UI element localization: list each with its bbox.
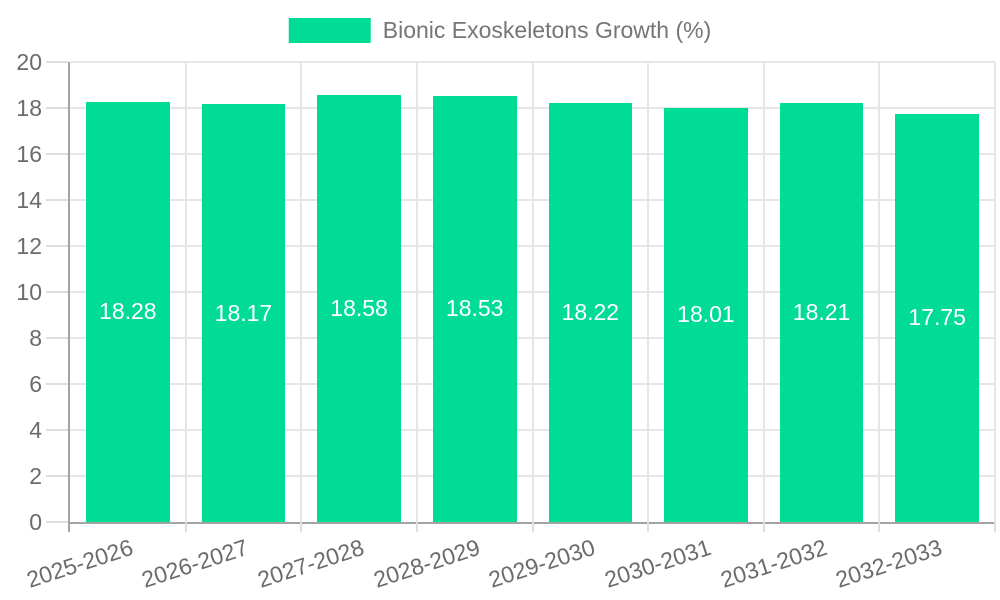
- y-axis-label: 6: [29, 371, 42, 397]
- bar: 18.22: [548, 102, 633, 522]
- y-axis-label: 10: [16, 279, 42, 305]
- y-axis-tick: [46, 475, 68, 477]
- y-axis-label: 0: [29, 509, 42, 535]
- x-axis-tick: [647, 522, 650, 532]
- plot-area: 0 2 4 6 8 10 12 14 16 18 20 18.28 18.17 18.58 18.53 18.…: [16, 49, 996, 593]
- y-axis-label: 8: [29, 325, 42, 351]
- y-axis-tick: [46, 291, 68, 293]
- y-axis-tick: [46, 383, 68, 385]
- gridline-v: [878, 62, 881, 522]
- gridline-v: [762, 62, 765, 522]
- bar-value-label: 18.28: [99, 298, 157, 325]
- bar-value-label: 18.58: [330, 294, 388, 321]
- x-axis-tick: [184, 522, 187, 532]
- bar: 18.58: [317, 94, 401, 522]
- bar: 17.75: [895, 113, 979, 522]
- gridline-v: [531, 62, 534, 522]
- bar-value-label: 18.17: [214, 299, 273, 326]
- x-axis-tick: [994, 522, 996, 532]
- bar: 18.53: [432, 95, 517, 522]
- bar-value-label: 18.01: [677, 301, 735, 328]
- y-axis-label: 14: [16, 187, 42, 213]
- y-axis-tick: [46, 199, 68, 201]
- x-axis-tick: [878, 522, 881, 532]
- x-axis-tick: [300, 522, 303, 532]
- gridline-v: [300, 62, 303, 522]
- gridline-v: [415, 62, 418, 522]
- y-axis-label: 18: [16, 95, 42, 121]
- y-axis-label: 4: [29, 417, 42, 443]
- x-axis-tick: [531, 522, 534, 532]
- y-axis-tick: [46, 245, 68, 247]
- y-axis-tick: [46, 61, 68, 63]
- legend-swatch: [288, 18, 371, 43]
- y-axis-tick: [46, 521, 68, 523]
- legend: Bionic Exoskeletons Growth (%): [288, 17, 712, 43]
- bar-value-label: 17.75: [908, 304, 966, 331]
- y-axis-label: 16: [16, 141, 42, 167]
- bar: 18.28: [86, 101, 170, 522]
- y-axis-tick: [46, 107, 68, 109]
- y-axis-label: 12: [16, 233, 42, 259]
- gridline-v: [994, 62, 996, 522]
- bar-value-label: 18.53: [445, 295, 504, 322]
- gridline-v: [184, 62, 187, 522]
- bar-value-label: 18.21: [792, 299, 851, 326]
- gridline-v: [647, 62, 650, 522]
- bar: 18.01: [664, 107, 748, 522]
- y-axis-tick: [46, 337, 68, 339]
- bar: 18.17: [201, 104, 286, 522]
- x-axis-tick: [68, 522, 70, 532]
- bar-value-label: 18.22: [561, 298, 620, 325]
- bar: 18.21: [779, 103, 864, 522]
- x-axis-tick: [415, 522, 418, 532]
- legend-label: Bionic Exoskeletons Growth (%): [382, 17, 712, 43]
- y-axis-label: 2: [29, 463, 42, 489]
- x-axis-tick: [762, 522, 765, 532]
- y-axis-label: 20: [16, 49, 42, 75]
- y-axis-tick: [46, 429, 68, 431]
- y-axis-tick: [46, 153, 68, 155]
